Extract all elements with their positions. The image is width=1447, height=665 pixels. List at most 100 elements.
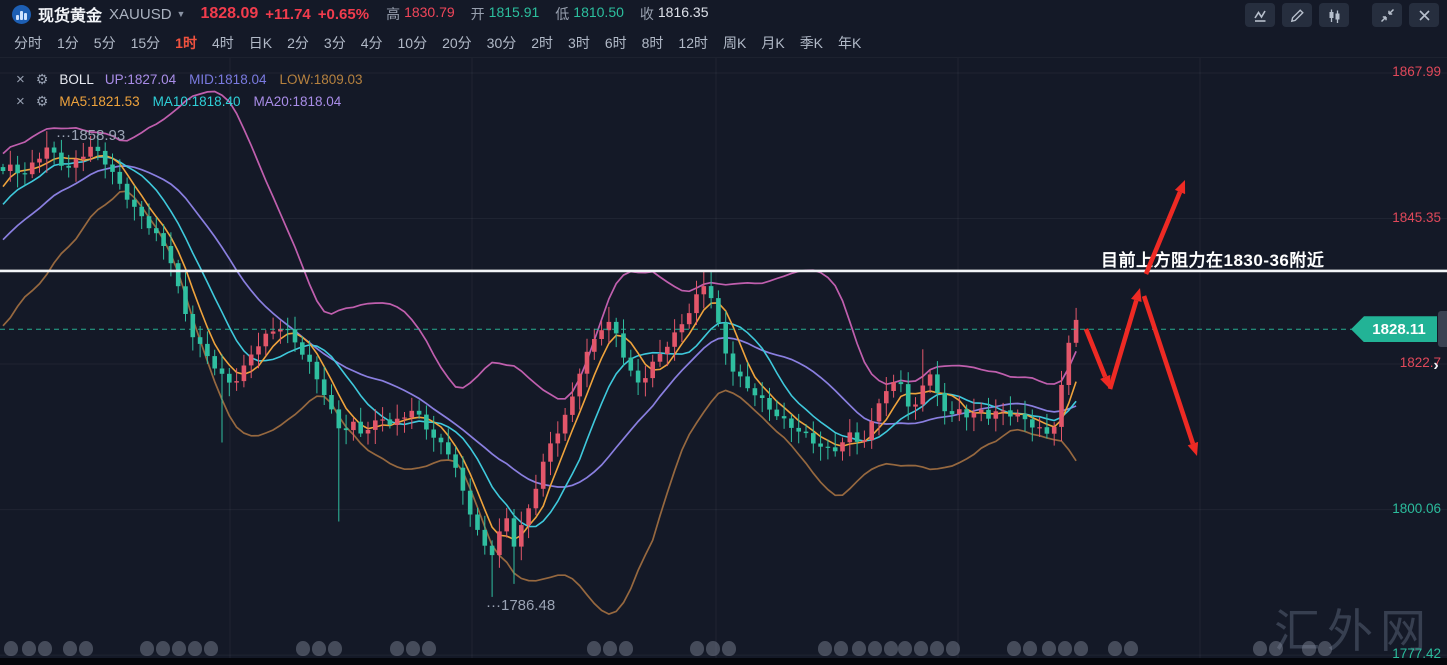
time-label-blob bbox=[930, 641, 944, 656]
tab-15分[interactable]: 15分 bbox=[130, 34, 161, 51]
svg-text:···1858.93: ···1858.93 bbox=[56, 127, 125, 144]
axis-handle[interactable] bbox=[1438, 311, 1447, 347]
time-label-blob bbox=[1253, 641, 1267, 656]
tab-6时[interactable]: 6时 bbox=[604, 34, 627, 51]
bottom-bar bbox=[0, 658, 1447, 665]
time-label-blob bbox=[706, 641, 720, 656]
tab-3时[interactable]: 3时 bbox=[568, 34, 590, 51]
collapse-icon[interactable] bbox=[1372, 3, 1402, 27]
close-icon[interactable] bbox=[1409, 3, 1439, 27]
gear-icon[interactable]: ⚙ bbox=[35, 93, 49, 109]
tab-8时[interactable]: 8时 bbox=[641, 34, 664, 51]
tab-4时[interactable]: 4时 bbox=[211, 34, 234, 51]
pencil-icon[interactable] bbox=[1282, 3, 1312, 27]
time-label-blob bbox=[38, 641, 52, 656]
time-label-blob bbox=[914, 641, 928, 656]
tab-月K[interactable]: 月K bbox=[761, 34, 785, 51]
tab-3分[interactable]: 3分 bbox=[323, 34, 346, 51]
time-label-blob bbox=[1007, 641, 1021, 656]
close-icon[interactable]: × bbox=[16, 71, 25, 88]
time-label-blob bbox=[1042, 641, 1056, 656]
tab-分时[interactable]: 分时 bbox=[14, 34, 42, 51]
svg-text:···1786.48: ···1786.48 bbox=[486, 597, 555, 614]
tab-5分[interactable]: 5分 bbox=[93, 34, 116, 51]
time-label-blob bbox=[946, 641, 960, 656]
time-label-blob bbox=[1124, 641, 1138, 656]
time-label-blob bbox=[140, 641, 154, 656]
candlestick-icon[interactable] bbox=[1319, 3, 1349, 27]
tab-2分[interactable]: 2分 bbox=[287, 34, 309, 51]
time-axis bbox=[0, 641, 1447, 659]
symbol-code[interactable]: XAUUSD bbox=[109, 5, 172, 23]
watermark: 汇外网 bbox=[1274, 605, 1433, 657]
time-label-blob bbox=[884, 641, 898, 656]
time-label-blob bbox=[587, 641, 601, 656]
ma-legend: × ⚙ MA5:1821.53 MA10:1818.40 MA20:1818.04 bbox=[16, 93, 341, 110]
price-label: 1867.99 bbox=[1392, 64, 1441, 79]
price-change: +11.74 bbox=[265, 5, 311, 23]
chevron-down-icon[interactable]: ▼ bbox=[176, 9, 186, 19]
time-label-blob bbox=[422, 641, 436, 656]
time-label-blob bbox=[188, 641, 202, 656]
bar-chart-icon bbox=[12, 4, 31, 24]
time-label-blob bbox=[722, 641, 736, 656]
time-label-blob bbox=[296, 641, 310, 656]
legend-value: MID:1818.04 bbox=[189, 72, 267, 87]
time-label-blob bbox=[328, 641, 342, 656]
current-price-badge: 1828.11 bbox=[1351, 316, 1437, 343]
time-label-blob bbox=[1318, 641, 1332, 656]
tab-1分[interactable]: 1分 bbox=[57, 34, 79, 51]
legend-value: MA20:1818.04 bbox=[253, 94, 342, 109]
stat-高: 高 1830.79 bbox=[386, 4, 455, 22]
time-label-blob bbox=[619, 641, 633, 656]
time-label-blob bbox=[390, 641, 404, 656]
price-label: 1800.06 bbox=[1392, 500, 1441, 516]
stat-低: 低 1810.50 bbox=[555, 4, 624, 22]
time-label-blob bbox=[1108, 641, 1122, 656]
price-label: 1822.7 bbox=[1399, 355, 1441, 370]
price-label: 1845.35 bbox=[1392, 209, 1441, 225]
time-label-blob bbox=[22, 641, 36, 656]
time-label-blob bbox=[868, 641, 882, 656]
boll-values: UP:1827.04 MID:1818.04 LOW:1809.03 bbox=[105, 72, 363, 87]
tab-1时[interactable]: 1时 bbox=[175, 34, 197, 51]
time-label-blob bbox=[834, 641, 848, 656]
time-label-blob bbox=[1302, 641, 1316, 656]
resistance-annotation: 目前上方阻力在1830-36附近 bbox=[1101, 251, 1325, 270]
tab-年K[interactable]: 年K bbox=[838, 34, 862, 51]
timeframe-tabs: 分时 1分 5分 15分 1时 4时 日K 2分 3分 4分 10分 20分 30分 2时 3时 6时 8时 12… bbox=[0, 28, 1447, 58]
boll-legend: × ⚙ BOLL UP:1827.04 MID:1818.04 LOW:1809.0… bbox=[16, 71, 363, 88]
time-label-blob bbox=[204, 641, 218, 656]
chevron-right-icon[interactable]: › bbox=[1433, 356, 1439, 374]
stat-开: 开 1815.91 bbox=[470, 4, 540, 22]
tab-10分[interactable]: 10分 bbox=[397, 34, 428, 51]
ma-values: MA5:1821.53 MA10:1818.40 MA20:1818.04 bbox=[59, 94, 341, 109]
tab-周K[interactable]: 周K bbox=[723, 34, 747, 51]
time-label-blob bbox=[852, 641, 866, 656]
tab-30分[interactable]: 30分 bbox=[486, 34, 517, 51]
time-label-blob bbox=[1023, 641, 1037, 656]
indicator-line-icon[interactable] bbox=[1245, 3, 1275, 27]
time-label-blob bbox=[1269, 641, 1283, 656]
time-label-blob bbox=[690, 641, 704, 656]
tab-季K[interactable]: 季K bbox=[799, 34, 824, 51]
close-icon[interactable]: × bbox=[16, 93, 25, 110]
tab-2时[interactable]: 2时 bbox=[531, 34, 554, 51]
gear-icon[interactable]: ⚙ bbox=[35, 71, 49, 87]
stat-收: 收 1816.35 bbox=[639, 4, 709, 22]
time-label-blob bbox=[1058, 641, 1072, 656]
tab-日K[interactable]: 日K bbox=[248, 34, 273, 51]
time-label-blob bbox=[312, 641, 326, 656]
time-label-blob bbox=[898, 641, 912, 656]
header-bar: 现货黄金 XAUUSD ▼ 1828.09 +11.74 +0.65% 高 183… bbox=[0, 0, 1447, 28]
time-label-blob bbox=[1074, 641, 1088, 656]
tab-4分[interactable]: 4分 bbox=[360, 34, 383, 51]
boll-label: BOLL bbox=[59, 72, 94, 87]
tab-12时[interactable]: 12时 bbox=[678, 34, 708, 51]
tab-20分[interactable]: 20分 bbox=[442, 34, 472, 51]
header-stats: 高 1830.79 开 1815.91 低 1810.50 收 1816.35 bbox=[380, 4, 708, 24]
symbol-name[interactable]: 现货黄金 bbox=[38, 8, 103, 25]
time-label-blob bbox=[603, 641, 617, 656]
